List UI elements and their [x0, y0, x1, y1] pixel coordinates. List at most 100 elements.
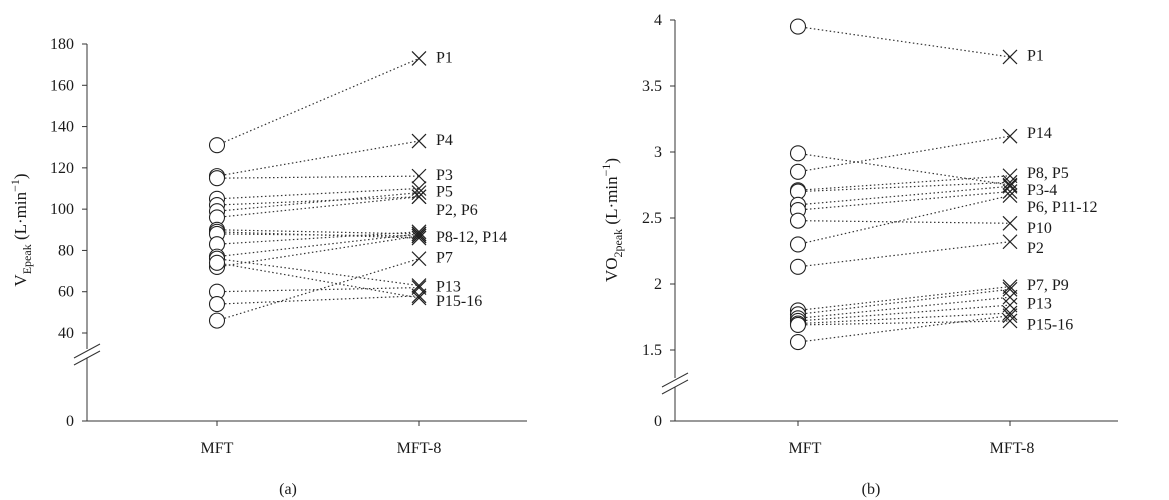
- panel-a-mft8-point: [411, 290, 427, 306]
- panel-b-axis-break-mark: [661, 372, 689, 388]
- panel-a-chart: (a) VEpeak (L·min−1) MFT MFT-8 0 40 60 80 10…: [8, 36, 527, 498]
- panel-b-mft8-point: [1002, 215, 1018, 231]
- panel-b-participant-label: P13: [1027, 295, 1052, 312]
- panel-a-participant-line: [216, 295, 420, 305]
- panel-a-participant-label: P7: [436, 250, 453, 267]
- panel-b-y-tick-label: 0: [654, 413, 662, 430]
- panel-b-mft-point: [789, 334, 807, 351]
- panel-a-y-tick-label: 160: [50, 77, 74, 94]
- panel-a-participant-label: P3: [436, 167, 453, 184]
- panel-b-mft8-point: [1002, 305, 1018, 321]
- panel-a-y-tick-label: 180: [50, 36, 74, 53]
- panel-b-participant-line: [797, 315, 1011, 343]
- panel-a-mft8-point: [411, 288, 427, 304]
- panel-b-y-tick-label: 2.5: [642, 210, 662, 227]
- panel-b-mft-point: [789, 18, 807, 35]
- panel-a-participant-line: [216, 235, 420, 268]
- panel-a-mft-point: [208, 296, 226, 313]
- panel-b-y-tick-label: 2: [654, 276, 662, 293]
- panel-a-participant-label: P5: [436, 184, 453, 201]
- panel-b-x-category-mft: MFT: [789, 440, 822, 457]
- panel-b-participant-line: [797, 312, 1011, 325]
- panel-b-axis-break-mark: [661, 379, 689, 395]
- panel-a-participant-line: [216, 196, 420, 218]
- panel-a-mft-point: [208, 137, 226, 154]
- panel-b-mft-point: [789, 258, 807, 275]
- panel-a-mft-point: [208, 254, 226, 271]
- panel-a-mft8-point: [411, 280, 427, 296]
- panel-b-participant-label: P6, P11-12: [1027, 199, 1098, 216]
- panel-b-chart: (b) VO2peak (L·min−1) MFT MFT-8 0 1.5 2 2.5…: [599, 12, 1118, 498]
- panel-a-mft8-point: [411, 189, 427, 205]
- panel-b-participant-line: [797, 194, 1011, 245]
- panel-a-mft8-point: [411, 230, 427, 246]
- panel-a-participant-line: [216, 57, 420, 146]
- panel-b-participant-line: [797, 185, 1011, 206]
- panel-a-mft-point: [208, 170, 226, 187]
- panel-b-participant-label: P7, P9: [1027, 277, 1069, 294]
- panel-b-mft8-point: [1002, 281, 1018, 297]
- panel-a-y-tick-label: 0: [66, 413, 74, 430]
- panel-b-mft-point: [789, 316, 807, 333]
- panel-b-mft8-point: [1002, 188, 1018, 203]
- panel-a-y-tick-label: 80: [58, 242, 74, 259]
- panel-b-participant-line: [797, 181, 1011, 193]
- panel-b-participant-line: [797, 152, 1011, 186]
- panel-a-participant-label: P4: [436, 132, 453, 149]
- panel-a-x-category-mft-8: MFT-8: [397, 440, 442, 457]
- panel-a-y-tick-label: 100: [50, 201, 74, 218]
- panel-a-participant-label: P8-12, P14: [436, 229, 507, 246]
- panel-a-participant-line: [216, 286, 420, 293]
- panel-a-mft8-point: [411, 181, 427, 196]
- panel-b-y-tick-label: 3.5: [642, 78, 662, 95]
- panel-b-axis-break-gap: [671, 378, 679, 387]
- panel-b-mft8-point: [1002, 308, 1018, 324]
- panel-a-mft8-point: [411, 278, 427, 293]
- panel-a-mft8-point: [411, 251, 427, 267]
- panel-a-mft8-point: [411, 224, 427, 240]
- panel-b-mft-point: [789, 145, 807, 162]
- panel-b-mft8-point: [1002, 297, 1018, 313]
- panel-a-participant-line: [216, 187, 420, 200]
- panel-b-participant-line: [797, 241, 1011, 268]
- panel-a-mft8-point: [411, 228, 427, 244]
- panel-b-mft-point: [789, 236, 807, 253]
- panel-a-mft8-point: [411, 51, 427, 66]
- panel-b-y-tick-label: 1.5: [642, 342, 662, 359]
- panel-a-participant-line: [216, 229, 420, 235]
- panel-b-participant-label: P2: [1027, 240, 1044, 257]
- panel-b-participant-line: [797, 220, 1011, 224]
- panel-a-y-axis-label: VEpeak (L·min−1): [8, 173, 34, 286]
- panel-b-participant-label: P3-4: [1027, 182, 1057, 199]
- panel-a-participant-line: [216, 233, 420, 237]
- panel-b-participant-line: [797, 26, 1011, 58]
- panel-a-participant-label: P13: [436, 279, 461, 296]
- panel-b-participant-line: [797, 304, 1011, 322]
- panel-b-mft-point: [789, 212, 807, 229]
- panel-b-caption: (b): [862, 481, 881, 498]
- panel-a-mft8-point: [411, 226, 427, 242]
- panel-a-axis-break-mark: [73, 350, 101, 366]
- panel-b-mft8-point: [1002, 234, 1018, 250]
- panel-b-mft8-point: [1002, 313, 1018, 329]
- panel-b-participant-label: P10: [1027, 220, 1052, 237]
- panel-b-mft8-point: [1002, 279, 1018, 295]
- panel-b-mft-point: [789, 163, 807, 180]
- panel-a-mft8-point: [411, 168, 427, 184]
- panel-b-y-axis-label: VO2peak (L·min−1): [599, 158, 625, 282]
- panel-a-y-tick-label: 140: [50, 119, 74, 136]
- panel-a-participant-label: P1: [436, 49, 453, 66]
- panel-b-mft8-point: [1002, 289, 1018, 305]
- panel-b-participant-line: [797, 191, 1011, 211]
- panel-a-participant-line: [216, 258, 420, 322]
- panel-a-mft-point: [208, 312, 226, 329]
- panel-b-participant-label: P15-16: [1027, 317, 1073, 334]
- panel-a-participant-line: [216, 233, 420, 258]
- panel-b-mft8-point: [1002, 168, 1018, 184]
- panel-b-y-tick-label: 4: [654, 12, 662, 29]
- panel-a-participant-label: P2, P6: [436, 202, 478, 219]
- panel-a-y-tick-label: 120: [50, 160, 74, 177]
- panel-a-participant-line: [216, 175, 420, 179]
- panel-b-participant-label: P14: [1027, 125, 1052, 142]
